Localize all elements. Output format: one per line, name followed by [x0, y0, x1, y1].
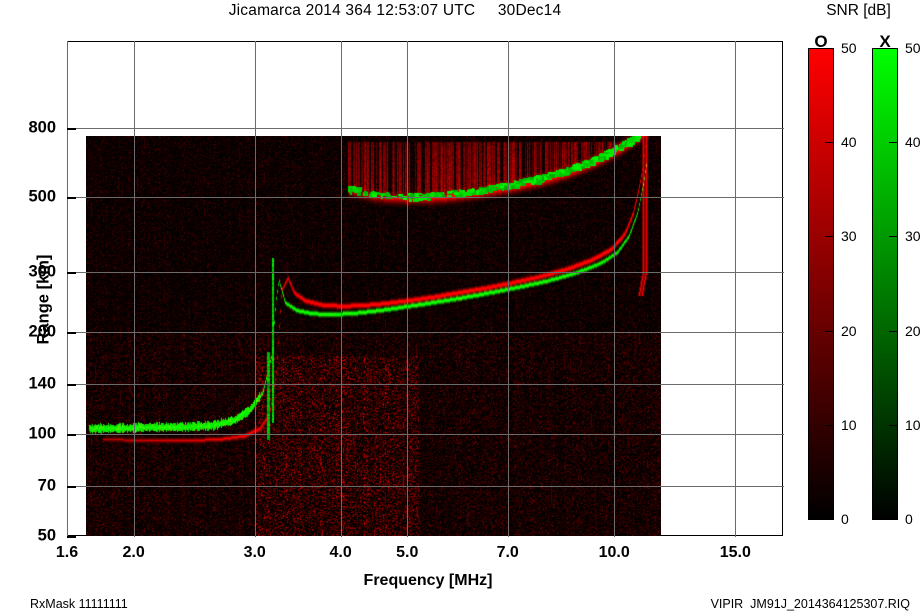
colorbar-tick-mark: [889, 236, 898, 237]
hgrid-70: [67, 486, 784, 487]
colorbar-o-gradient[interactable]: [808, 48, 834, 520]
y-tick-mark: [67, 197, 76, 199]
colorbar-tick-mark: [825, 425, 834, 426]
colorbar-tick-label: 40: [841, 134, 857, 151]
y-tick-label: 100: [28, 424, 56, 443]
colorbar-tick-mark: [889, 331, 898, 332]
y-tick-label: 50: [37, 526, 56, 545]
y-tick-mark: [67, 384, 76, 386]
hgrid-140: [67, 384, 784, 385]
colorbar-x-gradient[interactable]: [872, 48, 898, 520]
colorbar-tick-label: 20: [841, 322, 857, 339]
hgrid-300: [67, 272, 784, 273]
colorbar-tick-mark: [889, 425, 898, 426]
y-tick-label: 140: [28, 374, 56, 393]
x-axis-label: Frequency [MHz]: [363, 572, 493, 589]
y-tick-mark: [67, 128, 76, 130]
colorbar-tick-mark: [825, 331, 834, 332]
rxmask-status: RxMask 11111111: [30, 597, 128, 611]
hgrid-200: [67, 332, 784, 333]
x-tick-label: 10.0: [598, 544, 630, 561]
y-tick-label: 70: [37, 476, 56, 495]
colorbar-o-label: O: [814, 32, 828, 51]
vgrid-7.0: [508, 41, 509, 537]
x-tick-label: 1.6: [55, 544, 79, 561]
colorbar-tick-mark: [889, 142, 898, 143]
y-axis-label: Range [km]: [34, 254, 53, 345]
x-tick-label: 5.0: [396, 544, 419, 561]
colorbar-tick-label: 40: [905, 134, 921, 151]
y-tick-mark: [67, 272, 76, 274]
vgrid-10.0: [614, 41, 615, 537]
colorbar-tick-mark: [825, 142, 834, 143]
x-tick-label: 2.0: [122, 544, 145, 561]
y-tick-label: 800: [28, 118, 56, 137]
y-tick-mark: [67, 536, 76, 538]
colorbar-title: SNR [dB]: [826, 2, 891, 19]
x-tick-label: 3.0: [243, 544, 266, 561]
vgrid-5.0: [407, 41, 408, 537]
colorbar-tick-label: 10: [841, 416, 857, 433]
x-tick-label: 7.0: [496, 544, 519, 561]
colorbar-tick-label: 50: [905, 40, 921, 56]
page-title: Jicamarca 2014 364 12:53:07 UTC 30Dec14: [228, 2, 562, 19]
colorbar-tick-label: 30: [905, 228, 921, 245]
hgrid-500: [67, 197, 784, 198]
y-tick-label: 200: [28, 322, 56, 341]
x-tick-label: 4.0: [329, 544, 352, 561]
vgrid-4.0: [341, 41, 342, 537]
colorbar-tick-label: 50: [841, 40, 857, 56]
y-tick-mark: [67, 486, 76, 488]
vgrid-2.0: [134, 41, 135, 537]
ionogram-heatmap[interactable]: [86, 136, 661, 536]
colorbar-x-label: X: [879, 32, 891, 51]
x-tick-label: 15.0: [719, 544, 751, 561]
colorbar-tick-mark: [825, 236, 834, 237]
hgrid-100: [67, 434, 784, 435]
vgrid-1.6: [67, 41, 68, 537]
vgrid-3.0: [255, 41, 256, 537]
y-tick-mark: [67, 434, 76, 436]
colorbar-tick-label: 30: [841, 228, 857, 245]
vgrid-15.0: [735, 41, 736, 537]
colorbar-tick-label: 0: [841, 511, 849, 527]
colorbar-tick-label: 10: [905, 416, 921, 433]
hgrid-800: [67, 128, 784, 129]
y-tick-label: 300: [28, 262, 56, 281]
y-tick-label: 500: [28, 187, 56, 206]
y-tick-mark: [67, 332, 76, 334]
colorbar-tick-label: 0: [905, 511, 913, 527]
colorbar-tick-label: 20: [905, 322, 921, 339]
source-file-label: VIPIR JM91J_2014364125307.RIQ: [710, 597, 910, 611]
